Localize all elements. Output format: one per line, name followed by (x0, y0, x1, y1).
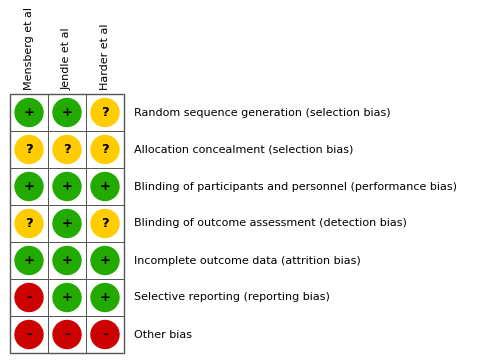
Bar (86, 279, 124, 316)
Bar (86, 131, 124, 168)
Bar (86, 242, 124, 279)
Text: +: + (100, 291, 110, 304)
Bar (10, 316, 48, 353)
Circle shape (53, 173, 81, 200)
Text: +: + (100, 180, 110, 193)
Text: +: + (24, 106, 34, 119)
Text: ?: ? (101, 106, 109, 119)
Bar (10, 242, 48, 279)
Circle shape (15, 209, 43, 238)
Circle shape (91, 99, 119, 126)
Text: Other bias: Other bias (134, 330, 192, 339)
Circle shape (15, 247, 43, 274)
Text: +: + (62, 217, 72, 230)
Circle shape (15, 283, 43, 312)
Text: Random sequence generation (selection bias): Random sequence generation (selection bi… (134, 108, 390, 117)
Bar (86, 316, 124, 353)
Circle shape (15, 321, 43, 348)
Text: +: + (62, 106, 72, 119)
Text: -: - (26, 291, 32, 304)
Text: Blinding of outcome assessment (detection bias): Blinding of outcome assessment (detectio… (134, 218, 407, 229)
Bar (48, 168, 86, 205)
Bar (48, 131, 86, 168)
Circle shape (53, 321, 81, 348)
Bar (10, 131, 48, 168)
Bar (48, 316, 86, 353)
Text: -: - (64, 328, 70, 341)
Text: Harder et al: Harder et al (100, 23, 110, 90)
Circle shape (91, 321, 119, 348)
Bar (48, 279, 86, 316)
Text: Incomplete outcome data (attrition bias): Incomplete outcome data (attrition bias) (134, 256, 361, 265)
Text: ?: ? (25, 217, 33, 230)
Text: Jendle et al: Jendle et al (62, 27, 72, 90)
Bar (86, 205, 124, 242)
Bar (48, 94, 86, 131)
Bar (10, 94, 124, 353)
Text: -: - (102, 328, 108, 341)
Text: Selective reporting (reporting bias): Selective reporting (reporting bias) (134, 292, 330, 303)
Text: +: + (62, 254, 72, 267)
Text: +: + (62, 291, 72, 304)
Bar (48, 242, 86, 279)
Text: +: + (100, 254, 110, 267)
Circle shape (53, 99, 81, 126)
Circle shape (91, 209, 119, 238)
Circle shape (53, 135, 81, 164)
Text: ?: ? (25, 143, 33, 156)
Circle shape (91, 173, 119, 200)
Bar (10, 279, 48, 316)
Circle shape (15, 135, 43, 164)
Circle shape (15, 99, 43, 126)
Text: +: + (24, 254, 34, 267)
Bar (48, 205, 86, 242)
Bar (10, 205, 48, 242)
Circle shape (15, 173, 43, 200)
Circle shape (91, 247, 119, 274)
Text: Allocation concealment (selection bias): Allocation concealment (selection bias) (134, 144, 354, 155)
Text: ?: ? (101, 143, 109, 156)
Text: Mensberg et al: Mensberg et al (24, 7, 34, 90)
Text: +: + (24, 180, 34, 193)
Circle shape (53, 209, 81, 238)
Circle shape (91, 283, 119, 312)
Text: +: + (62, 180, 72, 193)
Bar (86, 168, 124, 205)
Text: ?: ? (63, 143, 71, 156)
Bar (10, 168, 48, 205)
Bar (10, 94, 48, 131)
Text: -: - (26, 328, 32, 341)
Circle shape (53, 247, 81, 274)
Bar (86, 94, 124, 131)
Circle shape (91, 135, 119, 164)
Text: Blinding of participants and personnel (performance bias): Blinding of participants and personnel (… (134, 182, 457, 191)
Text: ?: ? (101, 217, 109, 230)
Circle shape (53, 283, 81, 312)
